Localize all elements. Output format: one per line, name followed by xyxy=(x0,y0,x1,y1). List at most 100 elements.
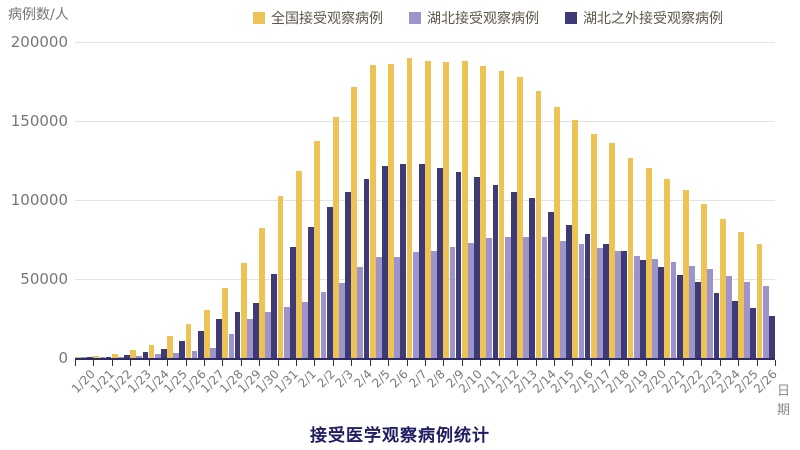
bar-湖北之外接受观察病例 xyxy=(603,243,609,358)
x-axis-tick xyxy=(351,360,353,366)
bar-全国接受观察病例 xyxy=(93,356,100,358)
bar-全国接受观察病例 xyxy=(590,134,597,358)
x-axis-tick xyxy=(535,360,537,366)
bar-湖北之外接受观察病例 xyxy=(455,172,462,358)
x-axis-tick xyxy=(480,360,482,366)
bar-湖北接受观察病例 xyxy=(99,357,106,358)
x-axis-tick xyxy=(756,360,758,366)
bar-湖北接受观察病例 xyxy=(412,252,419,358)
bar-全国接受观察病例 xyxy=(719,219,726,358)
x-axis-tick xyxy=(627,360,629,366)
bar-湖北之外接受观察病例 xyxy=(363,178,370,358)
bar-全国接受观察病例 xyxy=(738,231,744,358)
x-axis-tick xyxy=(572,360,574,366)
bar-湖北之外接受观察病例 xyxy=(621,250,628,358)
x-axis-tick xyxy=(719,360,721,366)
bar-湖北之外接受观察病例 xyxy=(732,301,738,358)
bar-湖北接受观察病例 xyxy=(246,318,253,358)
bar-全国接受观察病例 xyxy=(277,196,284,358)
x-axis-tick xyxy=(738,360,740,366)
bar-全国接受观察病例 xyxy=(443,61,450,358)
x-axis-tick xyxy=(185,360,187,366)
bar-湖北接受观察病例 xyxy=(615,250,622,358)
bar-湖北接受观察病例 xyxy=(744,281,751,358)
bar-湖北之外接受观察病例 xyxy=(216,319,222,358)
legend-label: 湖北接受观察病例 xyxy=(427,11,539,27)
chart-title: 接受医学观察病例统计 xyxy=(310,426,490,446)
bar-全国接受观察病例 xyxy=(351,87,358,358)
x-axis-tick xyxy=(148,360,150,366)
bar-全国接受观察病例 xyxy=(259,228,265,358)
x-axis-tick xyxy=(388,360,390,366)
legend-item: 全国接受观察病例 xyxy=(253,8,383,28)
bar-湖北接受观察病例 xyxy=(283,307,290,358)
y-tick-label: 200000 xyxy=(10,33,68,51)
bar-湖北接受观察病例 xyxy=(431,250,437,358)
x-axis-tick xyxy=(517,360,519,366)
x-axis-tick xyxy=(443,360,445,366)
bar-湖北之外接受观察病例 xyxy=(639,260,646,358)
x-axis-tick xyxy=(75,360,76,366)
bar-湖北接受观察病例 xyxy=(486,238,493,358)
bar-全国接受观察病例 xyxy=(332,116,339,358)
bar-全国接受观察病例 xyxy=(222,288,229,358)
bar-湖北之外接受观察病例 xyxy=(584,234,591,358)
bar-湖北接受观察病例 xyxy=(357,266,364,358)
bar-湖北之外接受观察病例 xyxy=(345,191,351,358)
x-axis-tick xyxy=(461,360,463,366)
legend-label: 全国接受观察病例 xyxy=(271,11,383,27)
legend-item: 湖北接受观察病例 xyxy=(409,8,539,28)
bar-湖北接受观察病例 xyxy=(154,354,161,358)
bar-湖北之外接受观察病例 xyxy=(437,168,444,358)
x-axis-tick xyxy=(682,360,684,366)
bar-湖北接受观察病例 xyxy=(725,275,732,358)
bar-湖北接受观察病例 xyxy=(136,356,143,358)
bar-全国接受观察病例 xyxy=(148,344,155,358)
bar-全国接受观察病例 xyxy=(111,353,118,358)
bar-全国接受观察病例 xyxy=(480,65,487,358)
x-axis-tick xyxy=(369,360,371,366)
legend-swatch-icon xyxy=(253,12,265,24)
bar-湖北之外接受观察病例 xyxy=(160,348,167,358)
bar-湖北接受观察病例 xyxy=(670,261,677,358)
bar-湖北接受观察病例 xyxy=(578,243,585,358)
bar-全国接受观察病例 xyxy=(701,203,708,358)
y-tick-label: 100000 xyxy=(10,191,68,209)
bar-全国接受观察病例 xyxy=(627,158,634,358)
y-axis-label: 病例数/人 xyxy=(8,7,69,23)
bar-湖北之外接受观察病例 xyxy=(474,176,480,358)
bar-全国接受观察病例 xyxy=(517,76,523,358)
bar-全国接受观察病例 xyxy=(682,190,689,358)
bar-湖北之外接受观察病例 xyxy=(676,274,683,358)
bar-湖北接受观察病例 xyxy=(541,237,548,358)
bar-湖北接受观察病例 xyxy=(302,301,308,358)
bar-全国接受观察病例 xyxy=(756,244,763,358)
bar-湖北之外接受观察病例 xyxy=(382,166,388,358)
bar-全国接受观察病例 xyxy=(535,91,542,358)
bar-湖北之外接受观察病例 xyxy=(308,227,315,358)
bar-湖北之外接受观察病例 xyxy=(87,357,94,358)
bar-湖北接受观察病例 xyxy=(467,242,474,358)
x-axis-tick xyxy=(259,360,261,366)
bar-全国接受观察病例 xyxy=(240,263,247,358)
x-axis-tick xyxy=(222,360,224,366)
x-axis-tick xyxy=(277,360,279,366)
bar-全国接受观察病例 xyxy=(425,60,431,358)
bar-湖北接受观察病例 xyxy=(689,266,695,358)
bar-全国接受观察病例 xyxy=(498,71,505,358)
y-tick-label: 0 xyxy=(58,349,68,367)
x-axis-tick xyxy=(111,360,113,366)
bar-全国接受观察病例 xyxy=(369,64,376,358)
legend-label: 湖北之外接受观察病例 xyxy=(583,11,723,27)
x-axis-tick xyxy=(406,360,408,366)
bar-全国接受观察病例 xyxy=(406,58,413,358)
x-axis-tick xyxy=(701,360,703,366)
x-axis-tick xyxy=(203,360,205,366)
x-axis-tick xyxy=(498,360,500,366)
bar-湖北之外接受观察病例 xyxy=(529,198,536,358)
bar-全国接受观察病例 xyxy=(388,63,394,358)
x-axis-line xyxy=(75,358,775,360)
x-axis-tick xyxy=(425,360,426,366)
